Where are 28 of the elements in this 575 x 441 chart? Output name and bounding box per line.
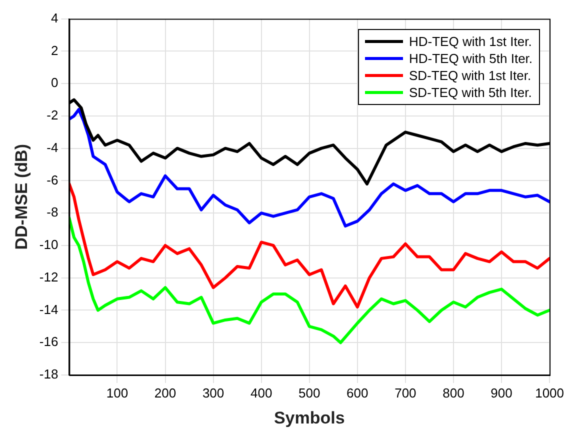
y-tick-label: -8 bbox=[46, 204, 58, 220]
y-tick-label: 4 bbox=[50, 10, 58, 26]
y-tick-label: 2 bbox=[50, 42, 58, 58]
x-tick-label: 100 bbox=[106, 385, 128, 400]
x-tick-label: 900 bbox=[490, 385, 512, 400]
y-tick-label: -4 bbox=[46, 140, 58, 155]
y-tick-label: -10 bbox=[39, 237, 58, 252]
y-tick-label: -16 bbox=[39, 334, 58, 350]
x-tick-label: 1000 bbox=[535, 385, 564, 400]
legend-label: SD-TEQ with 5th Iter. bbox=[409, 84, 532, 100]
x-tick-label: 500 bbox=[298, 385, 320, 400]
x-axis-title: Symbols bbox=[274, 408, 345, 428]
y-tick-label: 0 bbox=[50, 75, 58, 90]
y-tick-label: -2 bbox=[46, 108, 58, 123]
x-tick-label: 300 bbox=[202, 385, 224, 400]
x-tick-label: 700 bbox=[394, 385, 416, 400]
legend-label: HD-TEQ with 1st Iter. bbox=[409, 34, 532, 49]
y-axis-title: DD-MSE (dB) bbox=[12, 144, 31, 250]
y-tick-label: -6 bbox=[46, 172, 58, 188]
x-tick-label: 400 bbox=[250, 385, 272, 400]
y-tick-label: -12 bbox=[39, 269, 58, 284]
x-tick-label: 600 bbox=[346, 385, 368, 400]
x-tick-label: 200 bbox=[154, 385, 176, 400]
legend-label: SD-TEQ with 1st Iter. bbox=[409, 68, 532, 83]
y-tick-label: -18 bbox=[39, 366, 58, 382]
y-tick-label: -14 bbox=[39, 302, 58, 317]
x-tick-label: 800 bbox=[442, 385, 464, 400]
legend-label: HD-TEQ with 5th Iter. bbox=[409, 50, 533, 66]
